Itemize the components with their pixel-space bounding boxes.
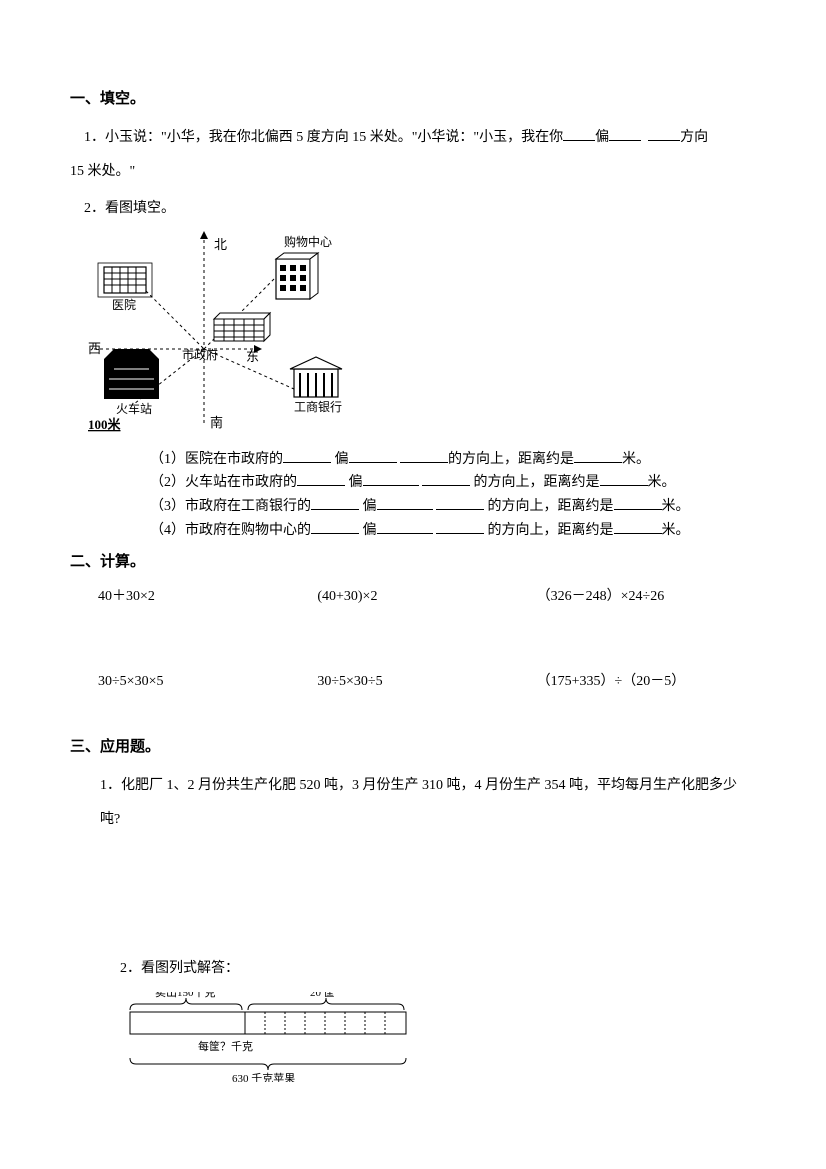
map-diagram: 北 南 东 西 医院 购物中心 (84, 229, 756, 443)
blank (574, 449, 622, 463)
blank (297, 472, 345, 486)
blank (609, 127, 641, 141)
svg-text:东: 东 (246, 349, 259, 364)
text: 偏 (363, 499, 377, 514)
text: 米。 (662, 499, 690, 514)
svg-text:卖出150千克: 卖出150千克 (155, 992, 216, 999)
q1-text-c: 方向 (680, 130, 708, 145)
text: （4）市政府在购物中心的 (150, 523, 311, 538)
text: 偏 (349, 475, 363, 490)
blank (614, 520, 662, 534)
blank (363, 472, 419, 486)
svg-text:北: 北 (214, 237, 227, 252)
calc-4: 30÷5×30×5 (98, 669, 317, 694)
blank (349, 449, 397, 463)
word-problem-2: 2．看图列式解答： (120, 956, 756, 981)
blank (400, 449, 448, 463)
text: 偏 (335, 452, 349, 467)
calc-3: （326－248）×24÷26 (537, 584, 756, 609)
svg-text:100米: 100米 (88, 417, 122, 432)
svg-text:西: 西 (88, 341, 101, 356)
text: 的方向上，距离约是 (484, 499, 614, 514)
sub-q2: （2）火车站在市政府的 偏 的方向上，距离约是 米。 (150, 471, 756, 495)
blank (600, 472, 648, 486)
blank (436, 520, 484, 534)
tape-diagram: 卖出150千克 20 筐 每筐？千克 630 千克苹果 (120, 992, 756, 1091)
blank (377, 520, 433, 534)
blank (311, 496, 359, 510)
blank (283, 449, 331, 463)
text: （2）火车站在市政府的 (150, 475, 297, 490)
question-1: 1．小玉说："小华，我在你北偏西 5 度方向 15 米处。"小华说："小玉，我在… (84, 121, 756, 188)
svg-text:630 千克苹果: 630 千克苹果 (232, 1071, 295, 1082)
blank (436, 496, 484, 510)
q1-text-a: 1．小玉说："小华，我在你北偏西 5 度方向 15 米处。"小华说："小玉，我在… (84, 130, 563, 145)
text: 的方向上，距离约是 (448, 452, 574, 467)
blank (614, 496, 662, 510)
section-3-title: 三、应用题。 (70, 734, 756, 761)
text: 偏 (363, 523, 377, 538)
text: 米。 (622, 452, 650, 467)
blank (563, 127, 595, 141)
section-2-title: 二、计算。 (70, 549, 756, 576)
calc-6: （175+335）÷（20－5） (537, 669, 756, 694)
q1-line2: 15 米处。" (70, 164, 135, 179)
svg-text:工商银行: 工商银行 (294, 399, 342, 414)
svg-text:购物中心: 购物中心 (284, 234, 332, 249)
text: 的方向上，距离约是 (484, 523, 614, 538)
blank (377, 496, 433, 510)
svg-text:市政府: 市政府 (182, 347, 218, 362)
svg-text:20 筐: 20 筐 (310, 992, 335, 999)
sub-questions: （1）医院在市政府的 偏 的方向上，距离约是米。 （2）火车站在市政府的 偏 的… (150, 448, 756, 543)
section-1-title: 一、填空。 (70, 86, 756, 113)
text: 米。 (662, 523, 690, 538)
sub-q1: （1）医院在市政府的 偏 的方向上，距离约是 米。 (150, 448, 756, 472)
blank (648, 127, 680, 141)
text: 的方向上，距离约是 (470, 475, 600, 490)
svg-text:南: 南 (210, 415, 223, 430)
text: 米。 (648, 475, 676, 490)
calc-5: 30÷5×30÷5 (317, 669, 536, 694)
calc-1: 40＋30×2 (98, 584, 317, 609)
svg-text:火车站: 火车站 (116, 401, 152, 416)
calc-row-2: 30÷5×30×5 30÷5×30÷5 （175+335）÷（20－5） (98, 669, 756, 694)
text: （1）医院在市政府的 (150, 452, 283, 467)
calc-2: (40+30)×2 (317, 584, 536, 609)
blank (422, 472, 470, 486)
svg-text:每筐？千克: 每筐？千克 (198, 1039, 253, 1053)
sub-q4: （4）市政府在购物中心的 偏 的方向上，距离约是 米。 (150, 519, 756, 543)
word-problem-1: 1．化肥厂 1、2 月份共生产化肥 520 吨，3 月份生产 310 吨，4 月… (100, 769, 756, 836)
blank (311, 520, 359, 534)
sub-q3: （3）市政府在工商银行的 偏 的方向上，距离约是 米。 (150, 495, 756, 519)
text: （3）市政府在工商银行的 (150, 499, 311, 514)
question-2-intro: 2．看图填空。 (84, 196, 756, 221)
svg-text:医院: 医院 (112, 298, 136, 312)
calc-row-1: 40＋30×2 (40+30)×2 （326－248）×24÷26 (98, 584, 756, 609)
q1-text-b: 偏 (595, 130, 609, 145)
